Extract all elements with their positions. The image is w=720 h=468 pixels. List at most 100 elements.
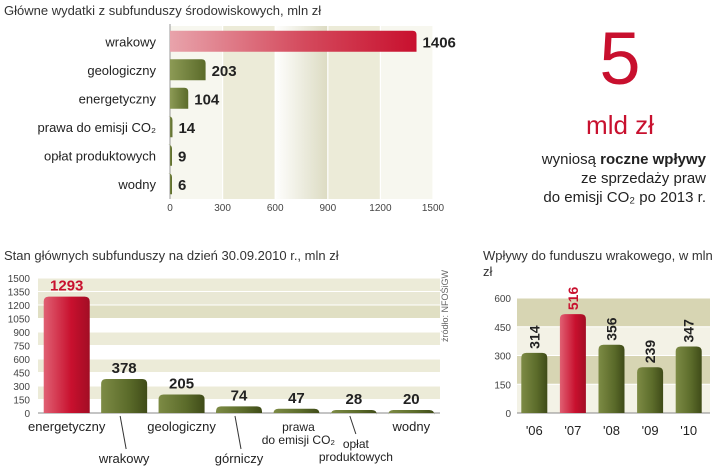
callout-line1-bold: roczne wpływy xyxy=(600,151,706,168)
chart2-tick-label: 1050 xyxy=(8,315,31,326)
chart3-category-label: '10 xyxy=(680,423,697,438)
chart2-category-label-line: produktowych xyxy=(319,450,393,464)
chart2-value-label: 28 xyxy=(346,391,363,408)
chart2-bar xyxy=(43,296,90,413)
chart2-category-label: górniczy xyxy=(215,451,264,466)
chart1-bg-column xyxy=(380,26,433,199)
chart1-value-label: 1406 xyxy=(423,34,456,51)
chart2-value-label: 1293 xyxy=(50,278,83,295)
chart2-category-label: geologiczny xyxy=(147,419,216,434)
chart2-tick-label: 900 xyxy=(13,328,30,339)
chart1-bg-column xyxy=(327,26,381,199)
chart2-tick-label: 0 xyxy=(24,409,30,420)
chart1-bg-column xyxy=(222,26,276,199)
chart3-value-label: 356 xyxy=(604,317,620,341)
chart1-bar xyxy=(168,173,172,195)
chart1-category-label: opłat produktowych xyxy=(44,148,156,163)
chart2-tick-label: 450 xyxy=(13,369,30,380)
chart1-category-label: wodny xyxy=(117,177,156,192)
chart3-bar xyxy=(559,314,586,413)
chart1-bar xyxy=(168,116,173,138)
chart1-title: Główne wydatki z subfunduszy środowiskow… xyxy=(4,3,322,18)
chart2-tick-label: 150 xyxy=(13,396,30,407)
chart2-bar xyxy=(273,408,320,414)
chart1-category-label: energetyczny xyxy=(79,91,157,106)
chart2-leader-line xyxy=(349,415,357,435)
chart2-tick-label: 1350 xyxy=(8,288,31,299)
chart3-bar xyxy=(675,346,702,413)
chart2-value-label: 74 xyxy=(231,387,248,404)
callout-line2: ze sprzedaży praw xyxy=(580,170,706,187)
callout-line1-pre: wyniosą xyxy=(541,151,601,168)
chart1-bar xyxy=(170,30,417,52)
chart1-bar xyxy=(170,59,206,81)
chart1-bar xyxy=(170,87,189,109)
chart3-tick-label: 0 xyxy=(505,409,511,420)
chart1-bg-column xyxy=(170,26,223,199)
chart2-bar xyxy=(158,394,205,413)
chart3: 0 150 300 450 600 314 '06 516 '07 356 '08 239 '09 347… xyxy=(494,287,710,438)
chart3-tick-label: 300 xyxy=(494,352,511,363)
chart1-category-label: wrakowy xyxy=(104,34,156,49)
chart3-tick-label: 450 xyxy=(494,323,511,334)
chart1-tick-label: 900 xyxy=(319,203,336,214)
chart2-category-label: energetyczny xyxy=(28,419,106,434)
chart1-bar xyxy=(168,144,172,166)
chart2-category-label-line: do emisji CO₂ xyxy=(262,433,336,447)
chart2-title: Stan głównych subfunduszy na dzień 30.09… xyxy=(4,248,339,263)
chart2: 0 150 300 450 600 750 900 1050 1200 1350 1500 1293 e… xyxy=(8,274,440,466)
chart2-category-label-line: opłat xyxy=(343,437,370,451)
chart2-tick-label: 750 xyxy=(13,342,30,353)
chart2-tick-label: 1500 xyxy=(8,274,31,285)
chart1-value-label: 9 xyxy=(178,148,186,165)
chart2-bar xyxy=(330,410,377,415)
chart2-category-label: wodny xyxy=(391,419,430,434)
chart2-value-label: 205 xyxy=(169,376,194,393)
chart2-value-label: 47 xyxy=(288,390,305,407)
chart3-value-label: 239 xyxy=(642,340,658,364)
chart2-value-label: 378 xyxy=(112,360,137,377)
chart2-category-label: wrakowy xyxy=(98,451,150,466)
chart3-tick-label: 150 xyxy=(494,380,511,391)
chart1-value-label: 104 xyxy=(194,91,220,108)
chart2-tick-label: 300 xyxy=(13,382,30,393)
chart3-category-label: '07 xyxy=(564,423,581,438)
chart2-leader-line xyxy=(119,415,127,450)
chart1-category-label: geologiczny xyxy=(87,63,156,78)
chart3-value-label: 314 xyxy=(526,325,542,349)
chart3-bar xyxy=(521,352,548,413)
callout-number: 5 xyxy=(599,17,641,100)
chart2-band xyxy=(38,332,440,346)
chart1-value-label: 203 xyxy=(212,63,237,80)
chart2-band xyxy=(38,359,440,373)
chart2-category-label-line: prawa xyxy=(282,420,315,434)
chart3-category-label: '09 xyxy=(642,423,659,438)
chart3-band xyxy=(517,298,710,327)
chart2-band xyxy=(38,278,440,292)
chart1-category-label: prawa do emisji CO₂ xyxy=(38,120,156,135)
chart1-tick-label: 300 xyxy=(214,203,231,214)
chart2-tick-label: 600 xyxy=(13,355,30,366)
chart3-category-label: '06 xyxy=(526,423,543,438)
chart3-tick-label: 600 xyxy=(494,294,511,305)
chart3-bar xyxy=(637,367,664,413)
chart3-title: Wpływy do funduszu wrakowego, w mln zł xyxy=(483,248,713,279)
chart1-tick-label: 0 xyxy=(167,203,173,214)
callout-line3: do emisji CO₂ po 2013 r. xyxy=(543,189,706,206)
callout-unit: mld zł xyxy=(586,110,654,140)
callout-line1: wyniosą roczne wpływy xyxy=(506,150,706,169)
chart1-tick-label: 1500 xyxy=(422,203,445,214)
chart2-leader-line xyxy=(234,415,242,450)
chart3-value-label: 516 xyxy=(565,287,581,311)
chart2-bar xyxy=(101,378,148,413)
chart2-bar xyxy=(216,406,262,413)
chart1-tick-label: 1200 xyxy=(369,203,392,214)
chart2-bar xyxy=(388,410,435,415)
chart1-tick-label: 600 xyxy=(267,203,284,214)
chart1-bg-band xyxy=(275,26,328,199)
chart3-bar xyxy=(598,344,625,413)
callout-note: wyniosą roczne wpływy ze sprzedaży praw … xyxy=(506,150,706,207)
chart3-value-label: 347 xyxy=(681,319,697,343)
chart2-tick-label: 1200 xyxy=(8,301,31,312)
